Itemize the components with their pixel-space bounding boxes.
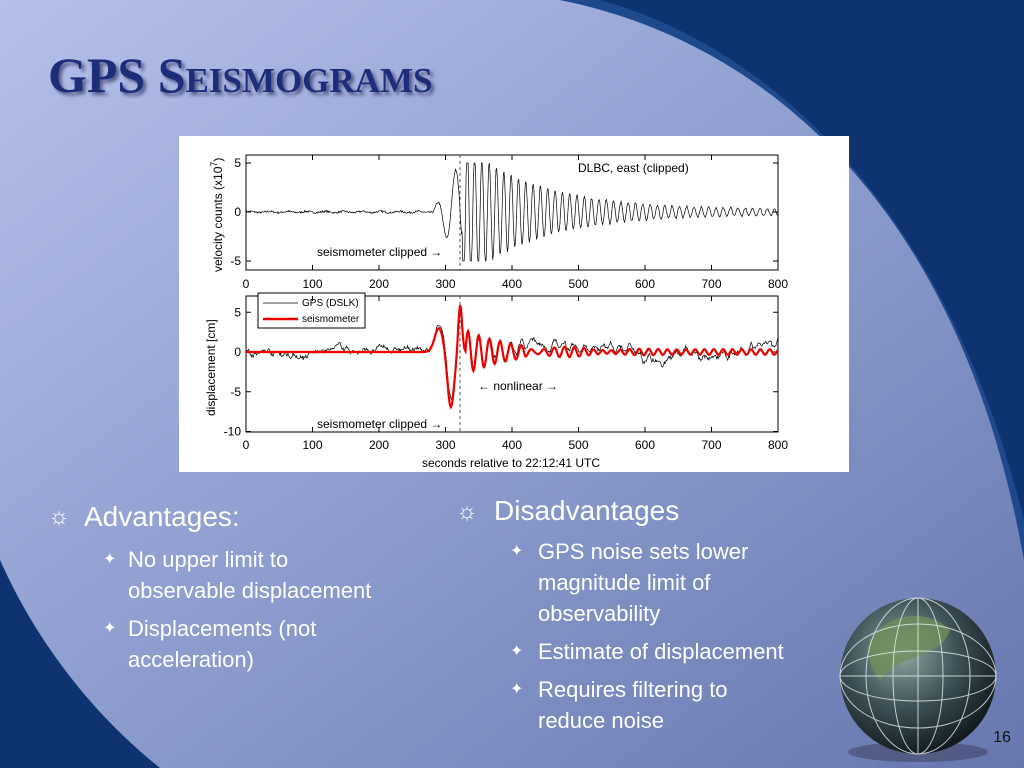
bullet-icon: ✦ xyxy=(510,643,523,660)
x-tick-label: 800 xyxy=(768,277,788,291)
x-tick-label: 300 xyxy=(435,277,455,291)
x-tick-label: 400 xyxy=(502,438,522,452)
annotation: ← nonlinear → xyxy=(478,379,558,393)
x-tick-label: 600 xyxy=(635,438,655,452)
bullet-icon: ✦ xyxy=(510,681,523,698)
y-axis-label: velocity counts (x107) xyxy=(209,158,225,272)
x-tick-label: 200 xyxy=(369,438,389,452)
bullet-text: observable displacement xyxy=(128,578,371,603)
y-label-text: velocity counts (x10 xyxy=(211,166,225,272)
x-tick-label: 700 xyxy=(701,277,721,291)
x-tick-label: 500 xyxy=(568,438,588,452)
legend xyxy=(257,292,366,329)
y-tick-label: -5 xyxy=(230,254,241,268)
bullet-text: reduce noise xyxy=(538,708,664,733)
x-tick-label: 300 xyxy=(435,438,455,452)
y-tick-label: 5 xyxy=(234,305,241,319)
x-tick-label: 200 xyxy=(369,277,389,291)
bullet-text: Estimate of displacement xyxy=(538,639,784,664)
x-tick-label: 100 xyxy=(302,438,322,452)
bullet-icon: ✦ xyxy=(510,543,523,560)
bullet-text: observability xyxy=(538,601,660,626)
x-tick-label: 800 xyxy=(768,438,788,452)
clip-note: seismometer clipped → xyxy=(317,245,442,259)
clip-note: seismometer clipped → xyxy=(317,417,442,431)
bullet-text: acceleration) xyxy=(128,647,254,672)
figure: DLBC, east (clipped) seismometer clipped… xyxy=(179,136,849,472)
x-tick-label: 700 xyxy=(701,438,721,452)
x-axis-label: seconds relative to 22:12:41 UTC xyxy=(422,456,600,470)
bullet-icon: ☼ xyxy=(456,498,478,525)
annotation: DLBC, east (clipped) xyxy=(578,161,689,175)
bullet-icon: ✦ xyxy=(103,620,116,637)
bullet-icon: ✦ xyxy=(103,551,116,568)
y-tick-label: 0 xyxy=(234,345,241,359)
y-label-close: ) xyxy=(211,158,225,162)
x-tick-label: 500 xyxy=(568,277,588,291)
x-tick-label: 0 xyxy=(243,277,250,291)
y-tick-label: -5 xyxy=(230,385,241,399)
legend-label: seismometer xyxy=(302,314,360,325)
bullet-text: Displacements (not xyxy=(128,616,316,641)
heading: Advantages: xyxy=(84,501,240,532)
page-number: 16 xyxy=(993,729,1011,746)
legend-label: GPS (DSLK) xyxy=(302,298,359,309)
bullet-icon: ☼ xyxy=(48,503,70,530)
seismometer-trace xyxy=(246,305,779,410)
y-label-exp: 7 xyxy=(209,162,219,167)
swoosh-bottom xyxy=(0,560,160,768)
velocity-trace xyxy=(245,162,778,263)
bullets: ☼ Advantages: ☼ Disadvantages ✦ No upper … xyxy=(48,495,784,733)
x-tick-label: 400 xyxy=(502,277,522,291)
slide-title: GPS Seismograms xyxy=(48,47,433,103)
y-tick-label: 0 xyxy=(234,205,241,219)
bullet-text: magnitude limit of xyxy=(538,570,711,595)
globe xyxy=(839,597,997,762)
heading: Disadvantages xyxy=(494,495,679,526)
x-tick-label: 100 xyxy=(302,277,322,291)
y-axis-label: displacement [cm] xyxy=(204,319,218,416)
y-tick-label: 5 xyxy=(234,156,241,170)
bullet-text: GPS noise sets lower xyxy=(538,539,748,564)
x-tick-label: 600 xyxy=(635,277,655,291)
bullet-text: Requires filtering to xyxy=(538,677,728,702)
y-tick-label: -10 xyxy=(224,425,242,439)
x-tick-label: 0 xyxy=(243,438,250,452)
bullet-text: No upper limit to xyxy=(128,547,288,572)
swoosh-top xyxy=(560,0,1024,560)
